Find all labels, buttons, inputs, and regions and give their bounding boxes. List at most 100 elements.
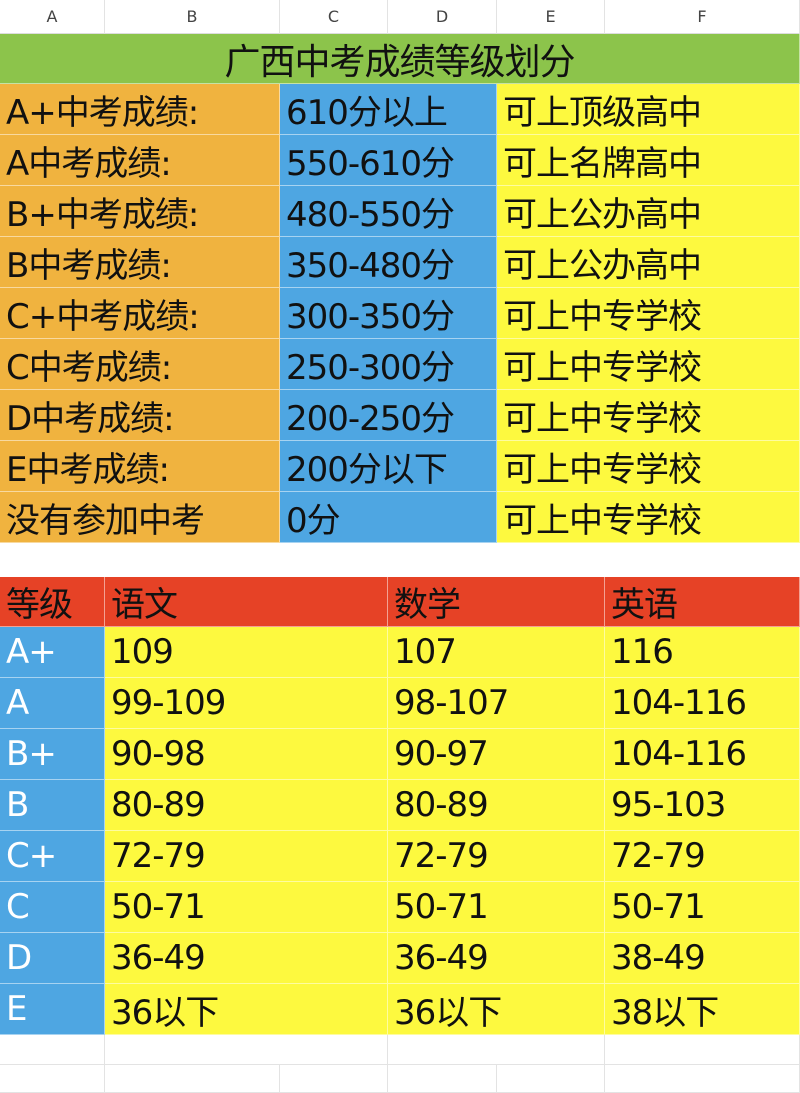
level-row: A+中考成绩: 610分以上 可上顶级高中	[0, 84, 800, 135]
score-range-cell[interactable]: 200分以下	[280, 441, 497, 492]
score-range-cell[interactable]: 350-480分	[280, 237, 497, 288]
level-row: 没有参加中考 0分 可上中专学校	[0, 492, 800, 543]
level-label-cell[interactable]: D中考成绩:	[0, 390, 280, 441]
level-row: B+中考成绩: 480-550分 可上公办高中	[0, 186, 800, 237]
school-cell[interactable]: 可上顶级高中	[497, 84, 800, 135]
empty-row	[0, 1065, 800, 1093]
level-row: D中考成绩: 200-250分 可上中专学校	[0, 390, 800, 441]
level-label-cell[interactable]: C中考成绩:	[0, 339, 280, 390]
grade-cell[interactable]: C+	[0, 831, 105, 882]
grade-cell[interactable]: B	[0, 780, 105, 831]
subject-score-cell[interactable]: 116	[605, 627, 800, 678]
column-header-e[interactable]: E	[497, 0, 605, 34]
subject-score-cell[interactable]: 104-116	[605, 729, 800, 780]
school-cell[interactable]: 可上名牌高中	[497, 135, 800, 186]
subject-score-cell[interactable]: 72-79	[388, 831, 605, 882]
subject-score-cell[interactable]: 36-49	[388, 933, 605, 984]
level-row: B中考成绩: 350-480分 可上公办高中	[0, 237, 800, 288]
school-cell[interactable]: 可上中专学校	[497, 288, 800, 339]
school-cell[interactable]: 可上中专学校	[497, 441, 800, 492]
empty-cell[interactable]	[388, 1035, 605, 1065]
grade-cell[interactable]: E	[0, 984, 105, 1035]
subject-score-cell[interactable]: 72-79	[105, 831, 388, 882]
subject-header-cell[interactable]: 数学	[388, 577, 605, 627]
level-row: E中考成绩: 200分以下 可上中专学校	[0, 441, 800, 492]
subject-score-cell[interactable]: 50-71	[105, 882, 388, 933]
column-header-d[interactable]: D	[388, 0, 497, 34]
score-range-cell[interactable]: 480-550分	[280, 186, 497, 237]
subject-row: B 80-89 80-89 95-103	[0, 780, 800, 831]
column-header-b[interactable]: B	[105, 0, 280, 34]
level-row: A中考成绩: 550-610分 可上名牌高中	[0, 135, 800, 186]
grade-cell[interactable]: A	[0, 678, 105, 729]
grade-cell[interactable]: D	[0, 933, 105, 984]
empty-cell[interactable]	[105, 1035, 388, 1065]
empty-cell[interactable]	[280, 1065, 388, 1093]
subject-score-cell[interactable]: 95-103	[605, 780, 800, 831]
empty-cell[interactable]	[605, 1035, 800, 1065]
column-header-f[interactable]: F	[605, 0, 800, 34]
empty-row	[0, 1035, 800, 1065]
subject-score-cell[interactable]: 104-116	[605, 678, 800, 729]
score-range-cell[interactable]: 300-350分	[280, 288, 497, 339]
level-label-cell[interactable]: B中考成绩:	[0, 237, 280, 288]
title-cell[interactable]: 广西中考成绩等级划分	[0, 34, 800, 84]
subject-header-cell[interactable]: 英语	[605, 577, 800, 627]
subject-score-cell[interactable]: 80-89	[388, 780, 605, 831]
subject-header-cell[interactable]: 语文	[105, 577, 388, 627]
school-cell[interactable]: 可上中专学校	[497, 390, 800, 441]
grade-cell[interactable]: C	[0, 882, 105, 933]
school-cell[interactable]: 可上中专学校	[497, 339, 800, 390]
level-label-cell[interactable]: E中考成绩:	[0, 441, 280, 492]
empty-cell[interactable]	[605, 1065, 800, 1093]
empty-cell[interactable]	[0, 1035, 105, 1065]
subject-score-cell[interactable]: 38-49	[605, 933, 800, 984]
empty-cell[interactable]	[105, 1065, 280, 1093]
subject-score-cell[interactable]: 109	[105, 627, 388, 678]
score-range-cell[interactable]: 610分以上	[280, 84, 497, 135]
level-label-cell[interactable]: C+中考成绩:	[0, 288, 280, 339]
subject-score-cell[interactable]: 36以下	[105, 984, 388, 1035]
subject-score-cell[interactable]: 72-79	[605, 831, 800, 882]
score-range-cell[interactable]: 200-250分	[280, 390, 497, 441]
subject-score-cell[interactable]: 90-97	[388, 729, 605, 780]
column-header-a[interactable]: A	[0, 0, 105, 34]
column-header-c[interactable]: C	[280, 0, 388, 34]
subject-row: C 50-71 50-71 50-71	[0, 882, 800, 933]
blank-row	[0, 543, 800, 577]
subject-row: D 36-49 36-49 38-49	[0, 933, 800, 984]
subject-score-cell[interactable]: 50-71	[605, 882, 800, 933]
level-row: C中考成绩: 250-300分 可上中专学校	[0, 339, 800, 390]
subject-score-cell[interactable]: 98-107	[388, 678, 605, 729]
subject-score-cell[interactable]: 36-49	[105, 933, 388, 984]
subject-row: A+ 109 107 116	[0, 627, 800, 678]
grade-cell[interactable]: B+	[0, 729, 105, 780]
subject-score-cell[interactable]: 80-89	[105, 780, 388, 831]
subject-score-cell[interactable]: 50-71	[388, 882, 605, 933]
title-row: 广西中考成绩等级划分	[0, 34, 800, 84]
level-label-cell[interactable]: B+中考成绩:	[0, 186, 280, 237]
school-cell[interactable]: 可上公办高中	[497, 186, 800, 237]
subject-score-cell[interactable]: 38以下	[605, 984, 800, 1035]
subject-row: C+ 72-79 72-79 72-79	[0, 831, 800, 882]
school-cell[interactable]: 可上中专学校	[497, 492, 800, 543]
empty-cell[interactable]	[0, 1065, 105, 1093]
subject-score-cell[interactable]: 36以下	[388, 984, 605, 1035]
level-label-cell[interactable]: A+中考成绩:	[0, 84, 280, 135]
level-label-cell[interactable]: 没有参加中考	[0, 492, 280, 543]
empty-cell[interactable]	[497, 1065, 605, 1093]
subject-row: E 36以下 36以下 38以下	[0, 984, 800, 1035]
subject-header-cell[interactable]: 等级	[0, 577, 105, 627]
subject-score-cell[interactable]: 107	[388, 627, 605, 678]
school-cell[interactable]: 可上公办高中	[497, 237, 800, 288]
score-range-cell[interactable]: 0分	[280, 492, 497, 543]
level-row: C+中考成绩: 300-350分 可上中专学校	[0, 288, 800, 339]
empty-cell[interactable]	[388, 1065, 497, 1093]
score-range-cell[interactable]: 250-300分	[280, 339, 497, 390]
level-label-cell[interactable]: A中考成绩:	[0, 135, 280, 186]
grade-cell[interactable]: A+	[0, 627, 105, 678]
subject-score-cell[interactable]: 99-109	[105, 678, 388, 729]
subject-score-cell[interactable]: 90-98	[105, 729, 388, 780]
score-range-cell[interactable]: 550-610分	[280, 135, 497, 186]
